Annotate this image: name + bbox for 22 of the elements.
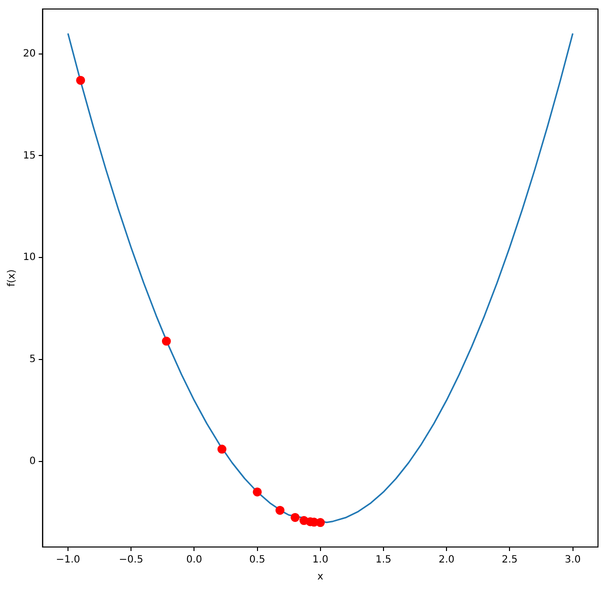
point bbox=[217, 444, 226, 454]
x-tick-label: 1.5 bbox=[376, 554, 392, 566]
point bbox=[162, 336, 171, 346]
y-tick-label: 5 bbox=[29, 354, 36, 366]
y-tick-label: 15 bbox=[22, 150, 36, 162]
y-axis-title: f(x) bbox=[6, 269, 18, 287]
x-tick-label: 2.5 bbox=[502, 554, 518, 566]
y-tick-label: 20 bbox=[22, 48, 36, 60]
x-tick-label: −0.5 bbox=[118, 554, 144, 566]
point bbox=[252, 487, 262, 496]
x-tick-label: 0.5 bbox=[249, 554, 266, 566]
x-axis-title: x bbox=[317, 572, 324, 583]
y-tick-label: 0 bbox=[29, 456, 36, 468]
x-tick-label: 2.0 bbox=[438, 554, 455, 566]
point bbox=[290, 512, 300, 522]
x-tick-label: 0.0 bbox=[186, 554, 202, 566]
x-tick-label: −1.0 bbox=[56, 554, 80, 566]
point bbox=[275, 506, 284, 515]
point bbox=[76, 76, 86, 85]
x-tick-label: 1.0 bbox=[312, 554, 328, 566]
y-tick-label: 10 bbox=[22, 252, 36, 264]
x-tick-label: 3.0 bbox=[564, 554, 581, 566]
